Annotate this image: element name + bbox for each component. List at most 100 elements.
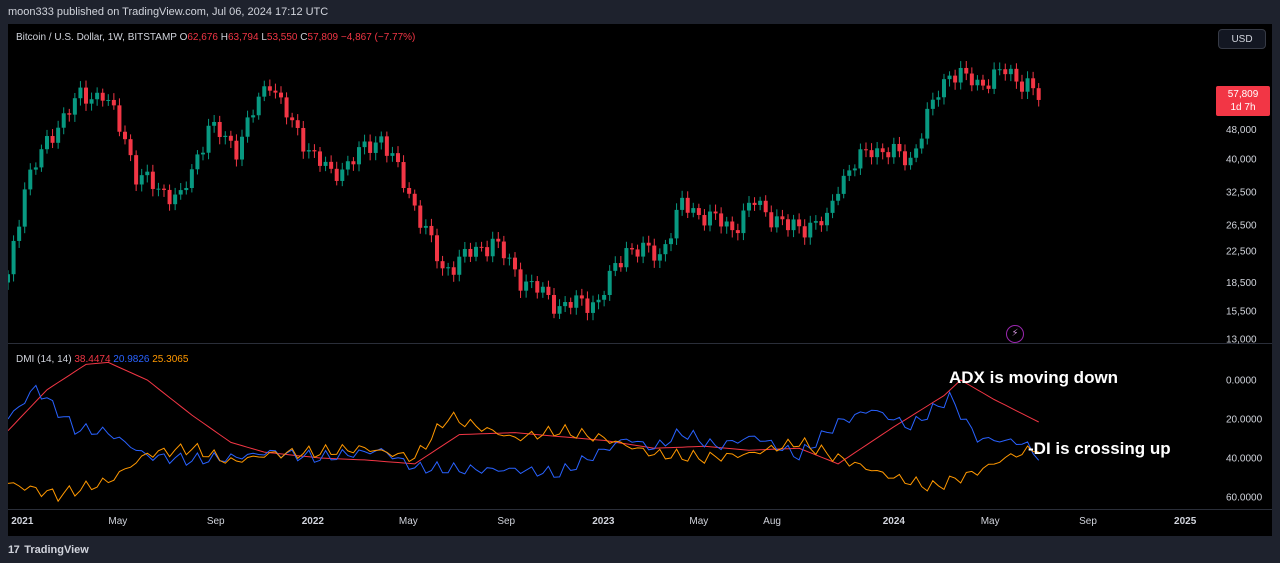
candle-body (479, 246, 484, 248)
candle-body (652, 245, 657, 261)
candle-body (295, 120, 300, 128)
candle-body (56, 127, 61, 143)
candle-body (680, 197, 685, 210)
time-axis-label: May (981, 516, 1000, 527)
candle-body (696, 208, 701, 216)
candle-body (28, 169, 33, 190)
chart-frame[interactable]: 60,00048,00040,00032,50026,50022,50018,5… (8, 24, 1272, 536)
candle-body (540, 286, 545, 293)
time-axis-label: Sep (497, 516, 515, 527)
candle-body (446, 267, 451, 269)
candle-body (189, 169, 194, 189)
candle-body (384, 136, 389, 156)
candle-body (1019, 81, 1024, 92)
candle-body (607, 270, 612, 296)
price-axis-label: 32,500 (1226, 188, 1257, 199)
candle-body (1003, 69, 1008, 75)
candle-body (535, 281, 540, 293)
candle-body (797, 219, 802, 227)
candle-body (17, 226, 22, 241)
candle-body (975, 79, 980, 86)
candle-body (674, 209, 679, 239)
candle-body (813, 221, 818, 223)
adx-annotation: ADX is moving down (949, 368, 1119, 387)
candle-body (145, 171, 150, 176)
candle-body (11, 240, 16, 275)
candle-body (1025, 78, 1030, 92)
low-label: L (261, 32, 267, 43)
candle-body (847, 170, 852, 176)
chart-canvas[interactable]: 60,00048,00040,00032,50026,50022,50018,5… (8, 24, 1272, 536)
currency-button[interactable]: USD (1218, 29, 1266, 49)
candle-body (919, 138, 924, 149)
candle-body (585, 298, 590, 313)
minus-di-line (8, 411, 1039, 503)
candle-body (412, 193, 417, 206)
candle-body (100, 92, 105, 101)
candle-body (501, 241, 506, 259)
candle-body (440, 261, 445, 269)
candle-body (624, 248, 629, 268)
candle-body (245, 117, 250, 137)
candle-body (702, 215, 707, 226)
candle-body (284, 97, 289, 118)
candle-body (267, 86, 272, 91)
candle-body (758, 200, 763, 205)
tradingview-logo-icon: 17 (8, 543, 20, 556)
plus-di-line (8, 384, 1040, 478)
candle-body (39, 149, 44, 168)
candle-body (223, 135, 228, 138)
candle-body (802, 226, 807, 238)
candle-body (529, 281, 534, 283)
candle-body (908, 157, 913, 166)
candle-body (418, 205, 423, 228)
candle-body (551, 295, 556, 314)
candle-body (852, 168, 857, 171)
footer-brand[interactable]: TradingView (24, 543, 89, 556)
last-price-tag: 57,809 1d 7h (1216, 86, 1270, 116)
symbol-name: Bitcoin / U.S. Dollar, 1W, BITSTAMP (16, 32, 177, 43)
candle-body (390, 153, 395, 156)
candle-body (351, 161, 356, 165)
candle-body (278, 92, 283, 98)
candle-body (301, 127, 306, 152)
adx-value: 38.4474 (74, 354, 111, 365)
candle-body (808, 222, 813, 238)
candle-body (362, 141, 367, 148)
candle-body (824, 212, 829, 226)
lightning-icon[interactable]: ⚡ (1006, 325, 1024, 343)
candle-body (735, 230, 740, 234)
candle-body (395, 153, 400, 163)
candle-body (106, 99, 111, 101)
candle-body (184, 188, 189, 191)
candle-body (524, 281, 529, 291)
candle-body (557, 306, 562, 314)
candle-body (925, 108, 930, 139)
candle-body (986, 85, 991, 89)
candle-body (234, 140, 239, 160)
high-label: H (220, 32, 228, 43)
candle-body (574, 295, 579, 308)
candle-body (473, 246, 478, 257)
candle-body (117, 105, 122, 132)
candle-body (618, 263, 623, 268)
high-value: 63,794 (227, 32, 259, 43)
candle-body (791, 219, 796, 231)
dmi-axis-label: 60.0000 (1226, 493, 1263, 504)
candle-body (128, 139, 133, 156)
candle-body (657, 254, 662, 261)
candle-body (869, 150, 874, 158)
di-annotation: -DI is crossing up (1028, 439, 1171, 458)
candle-body (368, 141, 373, 153)
close-value: 57,809 (307, 32, 339, 43)
candle-body (496, 238, 501, 242)
candle-body (841, 175, 846, 194)
candle-body (763, 200, 768, 213)
candle-body (134, 155, 139, 185)
publish-header: moon333 published on TradingView.com, Ju… (0, 0, 1280, 24)
candle-body (329, 161, 334, 169)
time-axis-label: May (689, 516, 708, 527)
candle-body (306, 150, 311, 152)
candle-body (122, 131, 127, 140)
candle-body (641, 242, 646, 257)
